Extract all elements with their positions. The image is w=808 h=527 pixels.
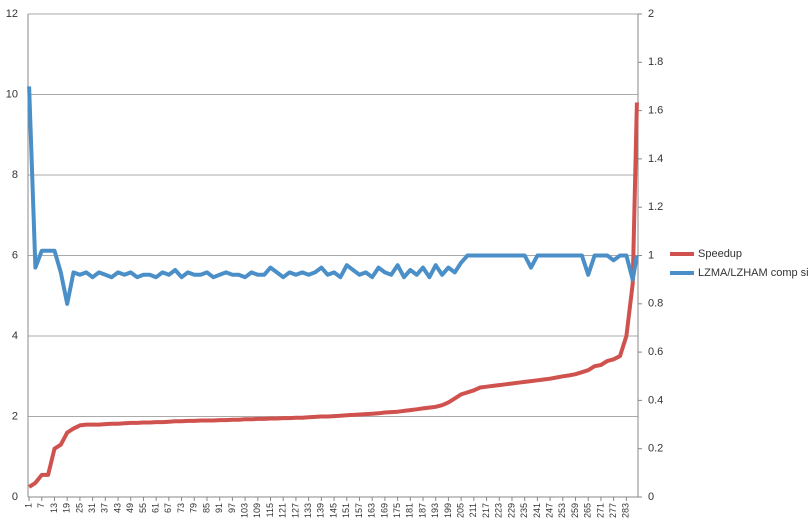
x-tick-label: 127 [290, 503, 300, 518]
x-tick-label: 115 [265, 503, 275, 517]
y-tick-label: 8 [12, 169, 18, 181]
x-tick-label: 73 [176, 503, 186, 513]
x-tick-label: 19 [62, 503, 72, 513]
x-tick-label: 235 [519, 503, 529, 518]
y2-tick-label: 1.4 [648, 153, 663, 165]
x-tick-label: 13 [49, 503, 59, 513]
x-tick-label: 91 [214, 503, 224, 513]
x-tick-label: 241 [532, 503, 542, 518]
series-line [27, 86, 639, 306]
x-tick-label: 25 [74, 503, 84, 513]
x-tick-label: 163 [367, 503, 377, 518]
legend-label: Speedup [698, 248, 742, 260]
x-tick-label: 31 [87, 503, 97, 513]
x-tick-label: 205 [456, 503, 466, 518]
x-tick-label: 229 [506, 503, 516, 518]
x-tick-label: 211 [468, 503, 478, 517]
x-tick-label: 199 [443, 503, 453, 518]
y-tick-label: 6 [12, 249, 18, 261]
legend-label: LZMA/LZHAM comp size [698, 267, 808, 279]
y-tick-label: 2 [12, 410, 18, 422]
x-tick-label: 283 [621, 503, 631, 518]
x-tick-label: 265 [583, 503, 593, 518]
x-tick-label: 175 [392, 503, 402, 518]
x-tick-label: 85 [201, 503, 211, 513]
x-tick-label: 139 [316, 503, 326, 518]
x-tick-label: 103 [239, 503, 249, 518]
x-tick-label: 223 [494, 503, 504, 518]
x-tick-label: 37 [100, 503, 110, 513]
x-tick-label: 49 [125, 503, 135, 513]
x-tick-label: 193 [430, 503, 440, 518]
y2-tick-label: 0 [648, 491, 654, 503]
x-tick-label: 271 [595, 503, 605, 518]
x-tick-label: 157 [354, 503, 364, 518]
x-tick-label: 133 [303, 503, 313, 518]
x-tick-label: 151 [341, 503, 351, 518]
y-tick-label: 10 [6, 88, 18, 100]
x-tick-label: 97 [227, 503, 237, 513]
x-tick-label: 61 [151, 503, 161, 513]
y2-tick-label: 0.6 [648, 346, 663, 358]
x-tick-label: 67 [163, 503, 173, 513]
y2-tick-label: 0.8 [648, 298, 663, 310]
y2-tick-label: 1.8 [648, 56, 663, 68]
x-tick-label: 43 [112, 503, 122, 513]
x-tick-label: 259 [570, 503, 580, 518]
x-tick-label: 217 [481, 503, 491, 518]
y2-tick-label: 1.2 [648, 201, 663, 213]
y-tick-label: 4 [12, 330, 18, 342]
x-tick-label: 55 [138, 503, 148, 513]
y2-tick-label: 1.6 [648, 105, 663, 117]
x-tick-label: 79 [189, 503, 199, 513]
y2-tick-label: 0.4 [648, 394, 663, 406]
y-tick-label: 12 [6, 8, 18, 20]
x-tick-label: 187 [417, 503, 427, 518]
x-tick-label: 1 [23, 503, 33, 508]
x-tick-label: 121 [278, 503, 288, 518]
x-tick-label: 181 [405, 503, 415, 518]
x-tick-label: 277 [608, 503, 618, 518]
x-tick-label: 253 [557, 503, 567, 518]
y-tick-label: 0 [12, 491, 18, 503]
x-tick-label: 7 [36, 503, 46, 508]
x-tick-label: 145 [328, 503, 338, 518]
series-line [28, 102, 639, 489]
y2-tick-label: 0.2 [648, 443, 663, 455]
x-tick-label: 109 [252, 503, 262, 518]
x-tick-label: 169 [379, 503, 389, 518]
y2-tick-label: 1 [648, 249, 654, 261]
x-tick-label: 247 [544, 503, 554, 518]
y2-tick-label: 2 [648, 8, 654, 20]
